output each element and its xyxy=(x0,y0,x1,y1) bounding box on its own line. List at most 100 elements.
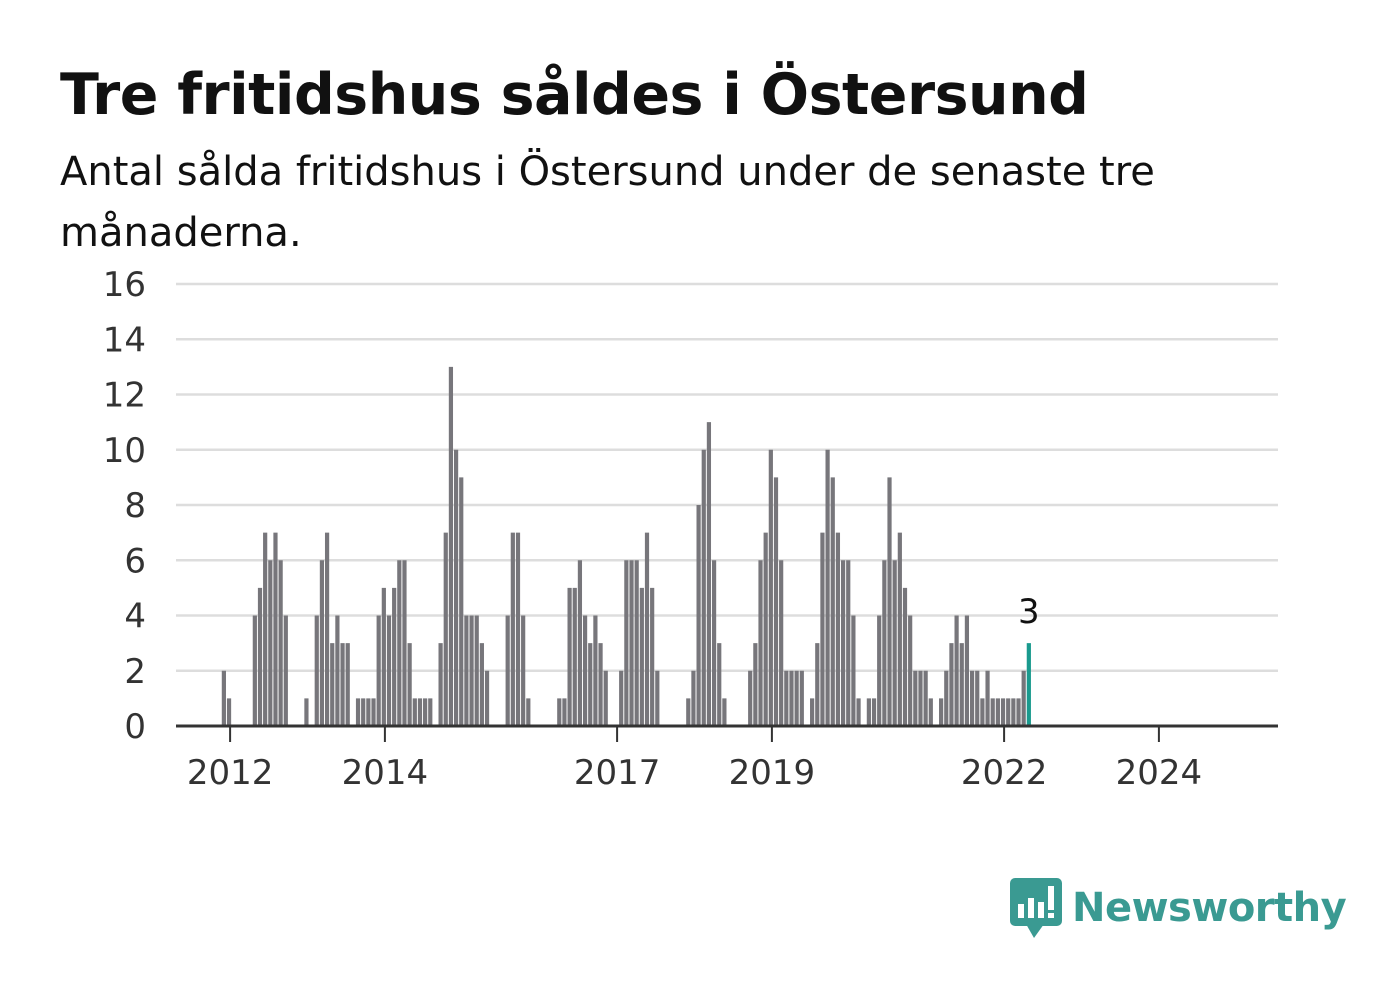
bar xyxy=(335,615,340,726)
bar xyxy=(655,670,660,726)
bar xyxy=(221,670,226,726)
bar xyxy=(908,615,913,726)
y-tick-label: 16 xyxy=(103,265,146,305)
bar xyxy=(928,698,933,727)
bar xyxy=(706,422,712,727)
bar xyxy=(402,560,407,726)
bar xyxy=(691,670,696,726)
x-tick-label: 2024 xyxy=(1116,753,1203,793)
bar xyxy=(624,560,629,726)
x-tick-label: 2014 xyxy=(342,753,429,793)
bar xyxy=(304,698,309,727)
bar xyxy=(939,698,944,727)
bar xyxy=(696,505,701,726)
bar xyxy=(505,615,510,726)
bar xyxy=(779,560,784,726)
bar xyxy=(1006,698,1011,727)
bar xyxy=(273,532,278,727)
bar xyxy=(748,670,753,726)
bar xyxy=(345,643,350,727)
bar xyxy=(975,670,980,726)
y-tick-label: 10 xyxy=(103,431,146,471)
bar xyxy=(902,587,908,727)
x-tick-label: 2019 xyxy=(729,753,816,793)
bar xyxy=(423,698,428,727)
bar xyxy=(428,698,433,727)
bar xyxy=(588,643,593,727)
bar xyxy=(990,698,995,727)
bar xyxy=(820,532,825,727)
bar xyxy=(459,477,464,727)
x-tick-label: 2022 xyxy=(961,753,1048,793)
bar-chart: 0 2 4 6 8 10 12 14 16 2012 2014 2017 2019 2022 2024 3 xyxy=(103,265,1278,793)
bar xyxy=(340,643,345,727)
bar xyxy=(567,587,572,727)
bar xyxy=(453,449,459,726)
x-tick-label: 2012 xyxy=(187,753,274,793)
bar xyxy=(887,477,892,727)
bar xyxy=(443,532,448,727)
y-tick-label: 0 xyxy=(124,707,146,747)
bar xyxy=(392,587,397,727)
bar xyxy=(268,560,273,726)
y-tick-label: 14 xyxy=(103,320,146,360)
bar xyxy=(324,532,330,727)
bar xyxy=(263,532,268,727)
bar xyxy=(474,615,479,726)
bar xyxy=(603,670,608,726)
bar xyxy=(582,615,588,726)
bar xyxy=(278,560,283,726)
bar xyxy=(366,698,371,727)
bar xyxy=(763,532,768,727)
y-tick-label: 8 xyxy=(124,486,146,526)
bar xyxy=(644,532,650,727)
bar xyxy=(464,615,469,726)
bars xyxy=(221,366,1031,727)
bar xyxy=(438,643,443,727)
bar xyxy=(355,698,361,727)
bar xyxy=(856,698,861,727)
bar xyxy=(252,615,257,726)
bar xyxy=(846,560,851,726)
bar xyxy=(1016,698,1021,727)
bar xyxy=(985,670,990,726)
chart-title: Tre fritidshus såldes i Östersund xyxy=(60,62,1089,128)
bar xyxy=(866,698,871,727)
bar xyxy=(361,698,366,727)
y-tick-label: 4 xyxy=(124,597,146,637)
bar xyxy=(226,698,232,727)
bar xyxy=(789,670,794,726)
bar xyxy=(371,698,376,727)
bar xyxy=(469,615,474,726)
bar xyxy=(634,560,639,726)
bar xyxy=(639,587,644,727)
bar xyxy=(381,587,386,727)
bar xyxy=(376,615,381,726)
bar xyxy=(784,670,789,726)
bar xyxy=(283,615,288,726)
highlighted-bar xyxy=(1026,643,1031,727)
bar xyxy=(815,643,820,727)
bar xyxy=(840,560,846,726)
chart-subtitle: Antal sålda fritidshus i Östersund under… xyxy=(60,149,1155,256)
bar xyxy=(871,698,877,727)
newsworthy-logo-icon xyxy=(1010,878,1062,938)
x-tick-label: 2017 xyxy=(574,753,661,793)
bar xyxy=(722,698,727,727)
bar xyxy=(319,560,325,726)
axes xyxy=(176,724,1278,742)
bar xyxy=(897,532,902,727)
bar xyxy=(701,449,706,726)
bar xyxy=(484,670,490,726)
bar xyxy=(526,698,531,727)
bar xyxy=(830,477,835,727)
bar xyxy=(959,643,964,727)
bar xyxy=(995,698,1000,727)
bar xyxy=(969,670,975,726)
bar xyxy=(773,477,779,727)
brand-name: Newsworthy xyxy=(1072,885,1347,931)
bar xyxy=(479,643,484,727)
bar xyxy=(768,449,773,726)
bar xyxy=(794,670,799,726)
bar xyxy=(330,643,335,727)
